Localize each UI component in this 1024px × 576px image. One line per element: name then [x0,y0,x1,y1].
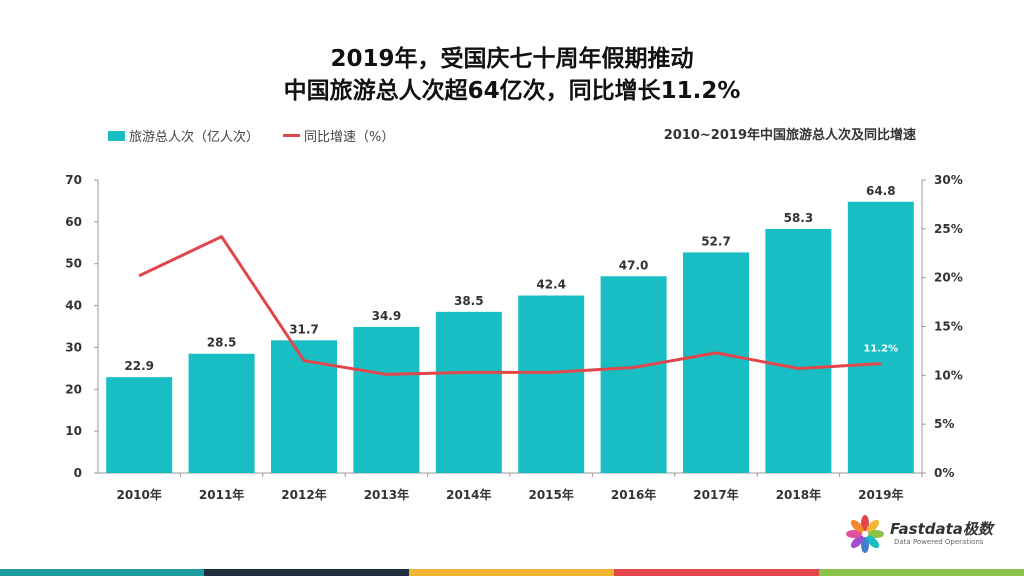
x-tick-label: 2018年 [776,487,821,502]
bar-value-label: 38.5 [454,294,484,308]
bar-value-label: 31.7 [289,322,319,336]
bar [847,201,914,473]
footer-segment [409,569,614,576]
y-right-tick-label: 30% [934,173,963,187]
x-tick-label: 2017年 [693,487,738,502]
legend-line-label: 同比增速（%） [304,130,395,145]
legend-item-line: 同比增速（%） [283,126,394,145]
bar [353,326,420,473]
chart-title-line2: 中国旅游总人次超64亿次，同比增长11.2% [283,78,741,104]
bar [683,252,749,473]
y-left-tick-label: 50 [65,257,82,271]
logo-flower-icon [846,515,884,553]
growth-rate-line [138,235,881,376]
y-left-tick-label: 60 [65,215,82,229]
bar-value-label: 28.5 [207,336,237,350]
y-right-tick-label: 0% [934,466,954,480]
x-tick-label: 2014年 [446,487,491,502]
logo: Fastdata极数 Data Powered Operations [844,514,1004,554]
chart-title-line1: 2019年，受国庆七十周年假期推动 [330,46,694,72]
bar-value-label: 34.9 [372,309,402,323]
y-left-tick-label: 30 [65,340,82,354]
bar-value-label: 64.8 [866,184,896,198]
bar [271,340,337,473]
x-tick-label: 2011年 [199,487,244,502]
footer-segment [819,569,1024,576]
bar-value-label: 52.7 [701,234,731,248]
footer-segment [0,569,204,576]
growth-rate-point [385,373,387,375]
growth-rate-point [633,367,635,369]
bar-value-label: 47.0 [619,258,649,272]
growth-rate-point [138,275,140,277]
growth-rate-point [715,352,717,354]
chart-subtitle: 2010~2019年中国旅游总人次及同比增速 [663,128,916,143]
bar [435,311,502,473]
x-tick-label: 2010年 [116,487,161,502]
legend-line-swatch [283,134,301,137]
logo-tagline: Data Powered Operations [894,538,984,546]
x-tick-label: 2019年 [858,487,903,502]
bar [600,276,667,473]
y-right-tick-label: 10% [934,368,963,382]
growth-rate-point [550,371,552,373]
bar [518,295,585,473]
bar [188,353,255,473]
y-left-tick-label: 40 [65,299,82,313]
y-right-tick-label: 5% [934,417,954,431]
y-left-tick-label: 0 [74,466,82,480]
bar-value-label: 42.4 [536,278,566,292]
footer-color-strip [0,569,1024,576]
footer-segment [204,569,409,576]
legend-item-bar: 旅游总人次（亿人次） [108,126,259,145]
y-left-tick-label: 10 [65,424,82,438]
growth-rate-point [797,367,799,369]
footer-segment [614,569,819,576]
y-right-tick-label: 15% [934,320,963,334]
y-right-tick-label: 25% [934,222,963,236]
bar-value-label: 58.3 [784,211,814,225]
growth-rate-point [880,363,882,365]
x-tick-label: 2016年 [611,487,656,502]
x-tick-label: 2013年 [364,487,409,502]
bar [106,377,173,473]
growth-rate-point [468,371,470,373]
y-right-tick-label: 20% [934,271,963,285]
legend: 旅游总人次（亿人次） 同比增速（%） [108,126,418,145]
growth-rate-last-label: 11.2% [863,344,898,355]
growth-rate-point [221,236,223,238]
legend-bar-swatch [108,130,125,141]
legend-bar-label: 旅游总人次（亿人次） [129,130,260,145]
bar-value-label: 22.9 [124,359,154,373]
x-tick-label: 2012年 [281,487,326,502]
x-tick-label: 2015年 [528,487,573,502]
growth-rate-point [303,360,305,362]
logo-name: Fastdata极数 [890,520,993,538]
bar [765,228,832,473]
y-left-tick-label: 20 [65,382,82,396]
y-left-tick-label: 70 [65,173,82,187]
